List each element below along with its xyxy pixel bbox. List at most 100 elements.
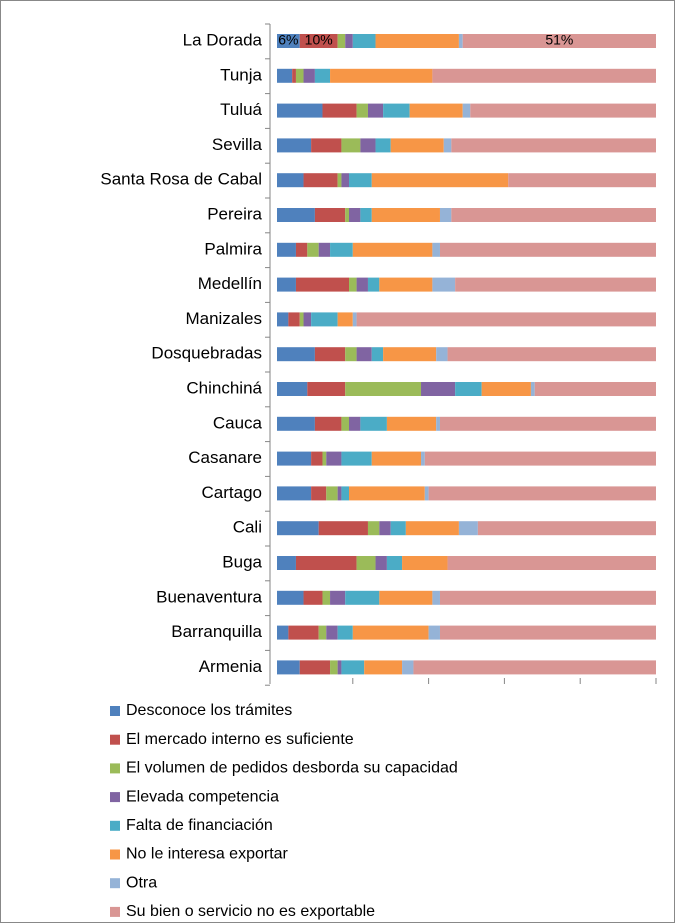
- bar-segment: [371, 347, 384, 362]
- bar-segment: [349, 416, 361, 431]
- bar-segment: [439, 208, 452, 222]
- bar-segment: [277, 521, 319, 536]
- legend-label: Su bien o servicio no es exportable: [126, 903, 375, 920]
- bar-segment: [295, 556, 357, 570]
- bar-segment: [277, 451, 312, 466]
- bar-segment: [277, 138, 312, 153]
- bar-segment: [428, 625, 440, 640]
- bar-segment: [379, 521, 391, 536]
- bar-segment: [447, 556, 656, 570]
- bar-segment: [299, 312, 304, 327]
- bar-segment: [352, 312, 357, 327]
- bar-segment: [288, 312, 300, 327]
- y-tick-label: Dosquebradas: [151, 344, 262, 363]
- y-tick-label: Casanare: [188, 448, 262, 467]
- bar-segment: [352, 625, 429, 640]
- bar-segment: [356, 347, 372, 362]
- legend-label: Elevada competencia: [126, 788, 279, 805]
- bar-segment: [424, 486, 429, 501]
- bar-segment: [477, 521, 656, 536]
- legend-swatch: [110, 734, 120, 745]
- legend-label: Otra: [126, 874, 157, 891]
- y-tick-label: Chinchiná: [186, 378, 262, 397]
- bar-segment: [367, 103, 384, 118]
- bar-segment: [303, 68, 315, 83]
- bar-segment: [462, 34, 656, 48]
- bar-segment: [360, 138, 376, 153]
- bar-segment: [356, 556, 376, 570]
- bar-segment: [337, 173, 342, 188]
- legend-swatch: [110, 906, 120, 917]
- bar-segment: [307, 242, 319, 257]
- bar-segment: [311, 138, 342, 153]
- y-tick-label: Buenaventura: [156, 587, 262, 606]
- legend-swatch: [110, 792, 120, 803]
- bar-segment: [379, 277, 433, 292]
- bar-segment: [341, 660, 365, 675]
- bar-segment: [314, 68, 331, 83]
- bar-segment: [277, 416, 315, 431]
- bar-segment: [341, 173, 350, 188]
- bar-segment: [299, 34, 338, 48]
- bar-segment: [277, 625, 289, 640]
- bar-segment: [386, 556, 403, 570]
- y-tick-label: La Dorada: [183, 30, 263, 49]
- bar-segment: [534, 382, 656, 396]
- bar-segment: [364, 660, 403, 675]
- bar-segment: [451, 208, 656, 222]
- bar-segment: [299, 660, 331, 675]
- bar-segment: [295, 68, 304, 83]
- legend-swatch: [110, 706, 120, 716]
- y-tick-label: Pereira: [207, 204, 262, 223]
- bar-segment: [345, 590, 380, 605]
- bar-segment: [455, 277, 656, 292]
- y-tick-label: Cartago: [202, 483, 262, 502]
- bar-segment: [292, 68, 296, 83]
- legend-swatch: [110, 878, 120, 889]
- bar-segment: [326, 625, 338, 640]
- bar-segment: [386, 416, 437, 431]
- bar-segment: [337, 34, 346, 48]
- bar-segment: [277, 347, 315, 362]
- bar-segment: [314, 347, 346, 362]
- bar-segment: [390, 521, 406, 536]
- bar-segment: [375, 556, 387, 570]
- bar-segment: [326, 451, 342, 466]
- bar-segment: [311, 312, 338, 327]
- bar-segment: [383, 103, 410, 118]
- y-tick-label: Tunja: [220, 65, 262, 84]
- legend-label: El mercado interno es suficiente: [126, 731, 354, 748]
- bar-segment: [447, 347, 656, 362]
- bar-segment: [322, 451, 327, 466]
- bar-segment: [402, 660, 414, 675]
- bar-segment: [345, 347, 357, 362]
- bar-segment: [322, 103, 357, 118]
- bar-segment: [341, 416, 350, 431]
- y-tick-label: Armenia: [199, 657, 263, 676]
- bar-segment: [360, 416, 387, 431]
- bar-segment: [360, 208, 372, 222]
- bar-segment: [432, 242, 440, 257]
- bar-segment: [277, 556, 296, 570]
- bar-segment: [337, 660, 342, 675]
- bar-segment: [379, 590, 433, 605]
- bar-segment: [349, 173, 372, 188]
- bar-segment: [352, 242, 433, 257]
- bar-segment: [295, 277, 350, 292]
- bar-segment: [421, 451, 425, 466]
- bar-segment: [341, 486, 350, 501]
- bar-segment: [326, 486, 338, 501]
- bar-segment: [432, 68, 656, 83]
- bar-segment: [455, 382, 482, 396]
- bar-segment: [421, 382, 456, 396]
- y-tick-label: Buga: [222, 552, 262, 571]
- bar-segment: [295, 242, 308, 257]
- bar-segment: [352, 34, 376, 48]
- bar-segment: [451, 138, 656, 153]
- bar-segment: [277, 173, 304, 188]
- bar-segment: [277, 34, 300, 48]
- bar-segment: [443, 138, 452, 153]
- bar-segment: [428, 486, 656, 501]
- bar-segment: [314, 416, 342, 431]
